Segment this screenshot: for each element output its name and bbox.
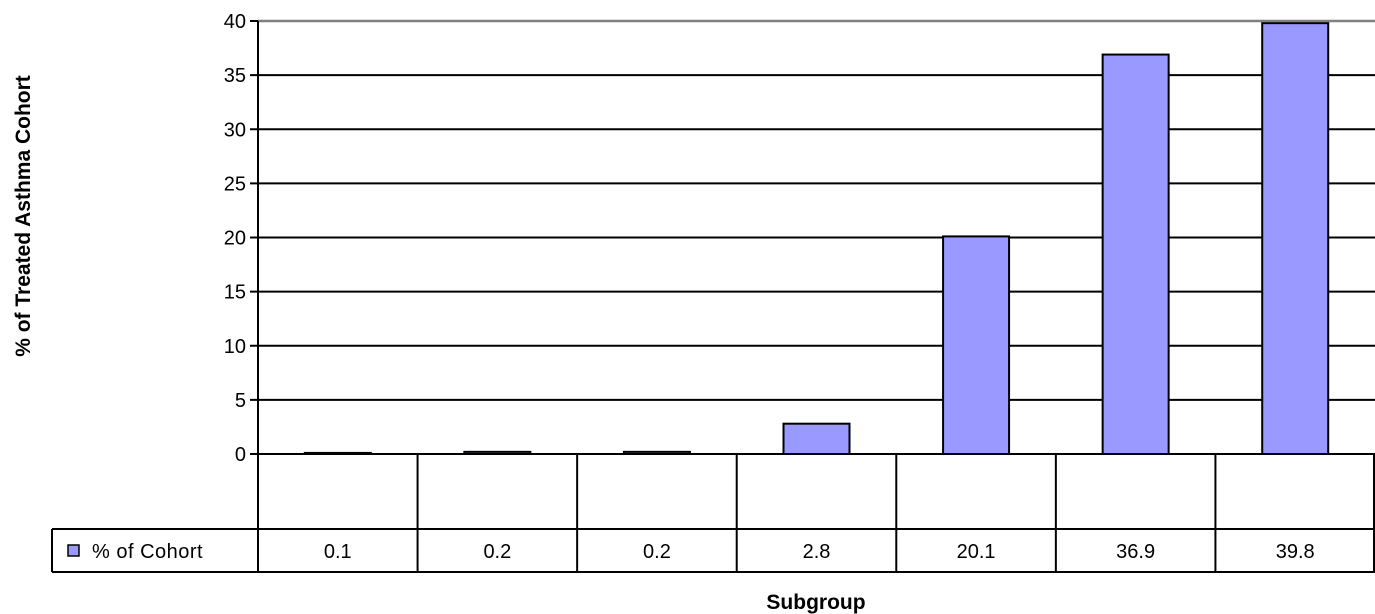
table-row-label: % of Cohort <box>92 541 203 563</box>
table-cell-value: 2.8 <box>803 541 831 563</box>
table-cell-value: 0.2 <box>643 541 671 563</box>
x-axis-title: Subgroup <box>766 591 865 614</box>
table-cell-value: 39.8 <box>1276 541 1315 563</box>
table-cell-value: 0.2 <box>483 541 511 563</box>
gridlines <box>258 19 1375 455</box>
y-tick-label: 25 <box>224 173 246 195</box>
y-tick-label: 10 <box>224 336 246 358</box>
y-tick-label: 40 <box>224 11 246 33</box>
bar <box>1101 53 1170 456</box>
legend-swatch <box>67 544 80 557</box>
table-cell-value: 36.9 <box>1116 541 1155 563</box>
y-tick-label: 15 <box>224 282 246 304</box>
y-tick-label: 20 <box>224 228 246 250</box>
bar <box>942 235 1011 455</box>
bar <box>1261 22 1330 455</box>
y-tick-label: 35 <box>224 65 246 87</box>
data-table: % of Cohort 0.1 0.2 0.2 2.8 20.1 36.9 39.8 <box>51 453 1375 573</box>
y-tick-label: 30 <box>224 119 246 141</box>
y-tick-label: 5 <box>235 390 246 412</box>
bar <box>782 422 851 456</box>
y-axis-title: % of Treated Asthma Cohort <box>12 75 35 357</box>
bars <box>303 22 1330 456</box>
table-cell-value: 20.1 <box>957 541 996 563</box>
y-tick-label: 0 <box>235 444 246 466</box>
y-axis-ticks: 0 5 10 15 20 25 30 35 40 <box>224 11 259 572</box>
table-cell-value: 0.1 <box>324 541 352 563</box>
